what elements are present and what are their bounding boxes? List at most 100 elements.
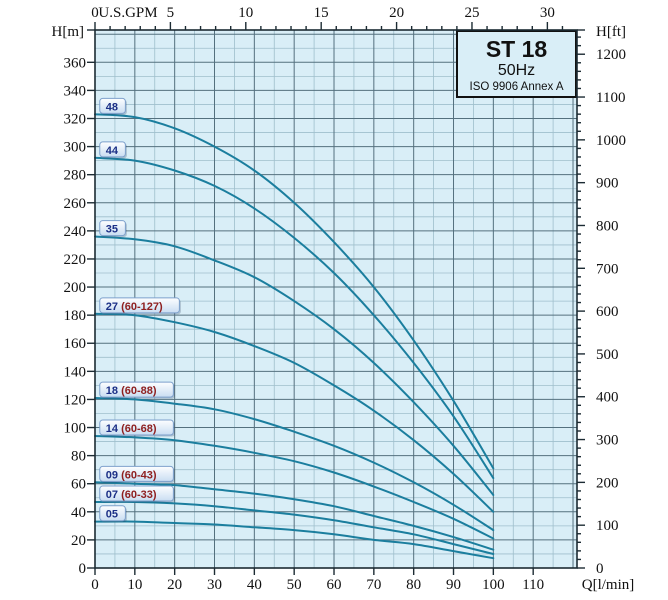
- left-axis-tick-label: 20: [71, 533, 86, 549]
- right-axis-tick-label: 1100: [596, 90, 625, 106]
- curve-label-box: [99, 465, 174, 482]
- curve-label-text: 44: [106, 145, 119, 157]
- right-axis-tick-label: 300: [596, 433, 619, 449]
- curve-label-text: 07 (60-33): [106, 489, 157, 501]
- left-axis-tick-label: 280: [64, 168, 87, 184]
- curve-label-14: 14 (60-68): [99, 419, 175, 437]
- top-axis-tick-label: 30: [540, 5, 555, 21]
- curve-label-box: [99, 485, 174, 502]
- curve-label-text: 09 (60-43): [106, 469, 157, 481]
- axis-tick-labels-layer: 0 5 10 15 20 25 300 10 20 30 40 50 60 70 80 90 100 110020…: [64, 5, 627, 593]
- pump-curve-09: [94, 481, 495, 551]
- right-axis-tick-label: 200: [596, 475, 619, 491]
- left-axis-tick-label: 200: [64, 280, 87, 296]
- bottom-axis-tick-label: 50: [287, 577, 302, 593]
- pump-curve-18: [94, 397, 495, 532]
- standard-label: ISO 9906 Annex A: [470, 81, 564, 93]
- left-axis-tick-label: 180: [64, 308, 87, 324]
- bottom-axis-tick-label: 100: [482, 577, 505, 593]
- curve-label-box: [99, 381, 174, 398]
- top-axis-tick-label: 20: [389, 5, 404, 21]
- grid-minor-layer: [95, 30, 577, 568]
- model-title: ST 18: [486, 36, 548, 62]
- left-axis-tick-label: 340: [64, 83, 87, 99]
- bottom-axis-tick-label: 20: [167, 577, 182, 593]
- axis-ticks-layer: [87, 22, 585, 575]
- curve-label-text: 05: [106, 509, 118, 521]
- left-axis-tick-label: 240: [64, 224, 87, 240]
- curve-label-48: 48: [99, 97, 127, 115]
- curve-label-text: 27 (60-127): [106, 301, 163, 313]
- curve-label-07: 07 (60-33): [99, 485, 175, 503]
- curve-label-box: [99, 141, 126, 158]
- curve-label-box: [99, 97, 126, 114]
- right-axis-tick-label: 900: [596, 176, 619, 192]
- left-axis-tick-label: 120: [64, 392, 87, 408]
- curve-label-text: 18 (60-88): [106, 385, 157, 397]
- pump-curves-layer: [94, 113, 495, 560]
- left-axis-title: H[m]: [52, 24, 85, 40]
- top-axis-title: U.S.GPM: [98, 5, 157, 21]
- top-axis-tick-label: 0: [91, 5, 99, 21]
- curve-label-box: [99, 505, 126, 522]
- frequency-label: 50Hz: [498, 62, 535, 79]
- pump-curve-27: [94, 312, 495, 513]
- pump-curve-44: [94, 156, 495, 480]
- right-axis-tick-label: 800: [596, 218, 619, 234]
- right-axis-tick-label: 1200: [596, 47, 626, 63]
- bottom-axis-tick-label: 60: [327, 577, 342, 593]
- curve-label-text: 35: [106, 224, 118, 236]
- bottom-axis-tick-label: 30: [207, 577, 222, 593]
- curve-label-44: 44: [99, 141, 127, 159]
- curve-label-05: 05: [99, 505, 127, 523]
- curve-label-text: 48: [106, 101, 118, 113]
- right-axis-title: H[ft]: [596, 24, 626, 40]
- pump-curve-14: [94, 435, 495, 540]
- left-axis-tick-label: 80: [71, 449, 86, 465]
- pump-curve-35: [94, 235, 495, 496]
- curve-label-text: 14 (60-68): [106, 423, 157, 435]
- left-axis-tick-label: 300: [64, 140, 87, 156]
- left-axis-tick-label: 160: [64, 336, 87, 352]
- right-axis-tick-label: 600: [596, 304, 619, 320]
- right-axis-tick-label: 700: [596, 261, 619, 277]
- left-axis-tick-label: 140: [64, 364, 87, 380]
- bottom-axis-tick-label: 10: [127, 577, 142, 593]
- bottom-axis-tick-label: 80: [406, 577, 421, 593]
- curve-label-27: 27 (60-127): [99, 297, 181, 315]
- left-axis-tick-label: 260: [64, 196, 87, 212]
- right-axis-tick-label: 1000: [596, 133, 626, 149]
- curve-label-35: 35: [99, 220, 127, 238]
- left-axis-tick-label: 60: [71, 477, 86, 493]
- top-axis-tick-label: 5: [167, 5, 175, 21]
- right-axis-tick-label: 0: [596, 561, 604, 577]
- left-axis-tick-label: 220: [64, 252, 87, 268]
- right-axis-tick-label: 500: [596, 347, 619, 363]
- left-axis-tick-label: 0: [79, 561, 87, 577]
- title-box-frame: [456, 30, 577, 98]
- pump-curve-48: [94, 113, 495, 470]
- left-axis-tick-label: 100: [64, 421, 87, 437]
- curve-label-box: [99, 419, 174, 436]
- right-axis-tick-label: 400: [596, 390, 619, 406]
- curve-labels-layer: 48 44 35 27 (60-127) 18 (60-88) 14 (60-68) 09 …: [99, 97, 181, 523]
- left-axis-tick-label: 360: [64, 55, 87, 71]
- pump-curve-05: [94, 520, 495, 560]
- bottom-axis-tick-label: 90: [446, 577, 461, 593]
- top-axis-tick-label: 10: [238, 5, 253, 21]
- curve-label-box: [99, 220, 126, 237]
- top-axis-tick-label: 25: [464, 5, 479, 21]
- right-axis-tick-label: 100: [596, 518, 619, 534]
- bottom-axis-tick-label: 0: [91, 577, 99, 593]
- pump-curve-07: [94, 500, 495, 555]
- curve-label-18: 18 (60-88): [99, 381, 175, 399]
- grid-major-layer: [95, 30, 577, 568]
- top-axis-tick-label: 15: [314, 5, 329, 21]
- curve-label-box: [99, 297, 180, 314]
- left-axis-tick-label: 320: [64, 111, 87, 127]
- left-axis-tick-label: 40: [71, 505, 86, 521]
- bottom-axis-title: Q[l/min]: [582, 577, 635, 593]
- title-box: ST 18 50Hz ISO 9906 Annex A: [456, 30, 577, 98]
